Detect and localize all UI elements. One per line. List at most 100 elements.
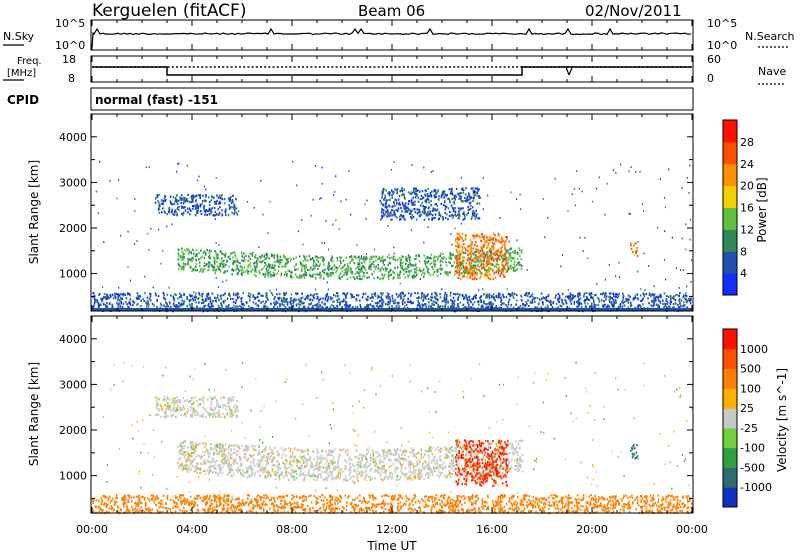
scatter-cell	[216, 294, 219, 297]
scatter-cell	[499, 463, 501, 466]
scatter-cell	[386, 206, 388, 209]
scatter-cell	[342, 298, 345, 301]
scatter-cell	[190, 252, 192, 255]
scatter-cell	[260, 301, 262, 304]
scatter-cell	[241, 302, 243, 305]
scatter-cell	[469, 274, 471, 277]
scatter-cell	[447, 473, 449, 476]
scatter-cell	[335, 271, 337, 274]
scatter-cell	[489, 251, 491, 254]
scatter-cell	[678, 299, 681, 302]
scatter-cell	[472, 210, 475, 213]
scatter-cell	[204, 213, 206, 216]
scatter-cell	[365, 259, 367, 261]
y-tick-label: 3000	[59, 176, 87, 189]
scatter-cell	[479, 236, 482, 239]
scatter-cell	[203, 250, 206, 253]
scatter-cell	[210, 211, 213, 214]
scatter-cell	[487, 260, 490, 263]
scatter-cell	[367, 295, 369, 298]
scatter-cell	[482, 457, 485, 460]
scatter-cell	[175, 200, 178, 203]
scatter-cell	[651, 293, 654, 296]
scatter-cell	[365, 459, 368, 462]
scatter-cell	[435, 195, 437, 198]
scatter-cell	[477, 194, 479, 197]
scatter-cell	[260, 261, 263, 264]
scatter-cell	[386, 199, 389, 202]
scatter-cell	[383, 264, 386, 267]
scatter-cell	[156, 194, 159, 197]
scatter-cell	[268, 256, 271, 260]
scatter-cell	[232, 201, 234, 204]
scatter-cell	[449, 475, 452, 478]
scatter-cell	[342, 470, 344, 473]
scatter-cell	[309, 456, 312, 459]
scatter-cell	[482, 288, 484, 291]
scatter-cell	[299, 455, 301, 458]
scatter-cell	[198, 264, 201, 267]
scatter-cell	[428, 301, 430, 304]
scatter-cell	[604, 303, 606, 306]
scatter-cell	[576, 300, 578, 303]
scatter-cell	[418, 472, 420, 475]
scatter-cell	[189, 213, 191, 216]
scatter-cell	[303, 267, 306, 270]
scatter-cell	[506, 238, 508, 241]
scatter-cell	[227, 306, 230, 309]
scatter-cell	[504, 240, 507, 243]
scatter-cell	[455, 244, 457, 247]
power-panel-frame	[90, 113, 694, 312]
scatter-cell	[615, 301, 617, 304]
scatter-cell	[472, 297, 474, 300]
scatter-cell	[390, 256, 393, 259]
scatter-cell	[203, 206, 205, 209]
scatter-cell	[443, 190, 445, 193]
scatter-cell	[404, 207, 407, 210]
scatter-cell	[648, 265, 650, 267]
scatter-cell	[508, 266, 511, 270]
scatter-cell	[250, 306, 253, 309]
scatter-cell	[464, 199, 466, 203]
scatter-cell	[440, 450, 442, 453]
scatter-cell	[480, 258, 482, 261]
scatter-cell	[490, 249, 492, 252]
scatter-cell	[520, 439, 522, 442]
scatter-cell	[604, 292, 607, 295]
scatter-cell	[427, 187, 429, 191]
scatter-cell	[509, 255, 512, 258]
scatter-cell	[222, 271, 225, 274]
scatter-cell	[579, 302, 582, 305]
scatter-cell	[415, 464, 417, 467]
scatter-cell	[371, 296, 374, 299]
scatter-cell	[97, 212, 99, 215]
scatter-cell	[410, 216, 412, 219]
scatter-cell	[440, 268, 442, 272]
scatter-cell	[464, 267, 466, 270]
scatter-cell	[280, 260, 283, 263]
scatter-cell	[114, 292, 116, 295]
scatter-cell	[320, 459, 322, 462]
scatter-cell	[92, 292, 95, 295]
scatter-cell	[507, 267, 509, 270]
scatter-cell	[425, 214, 427, 217]
scatter-cell	[348, 473, 351, 476]
scatter-cell	[193, 195, 196, 198]
scatter-cell	[198, 258, 200, 261]
scatter-cell	[473, 214, 475, 217]
scatter-cell	[284, 472, 287, 475]
scatter-cell	[448, 256, 450, 259]
scatter-cell	[353, 262, 356, 265]
scatter-cell	[252, 294, 255, 297]
scatter-cell	[452, 296, 455, 299]
scatter-cell	[571, 193, 573, 196]
scatter-cell	[326, 281, 328, 284]
scatter-cell	[437, 305, 440, 308]
scatter-cell	[267, 453, 269, 456]
scatter-cell	[497, 272, 499, 275]
scatter-cell	[305, 255, 308, 258]
scatter-cell	[232, 251, 234, 254]
scatter-cell	[466, 267, 468, 270]
scatter-cell	[181, 299, 184, 302]
scatter-cell	[628, 298, 630, 301]
